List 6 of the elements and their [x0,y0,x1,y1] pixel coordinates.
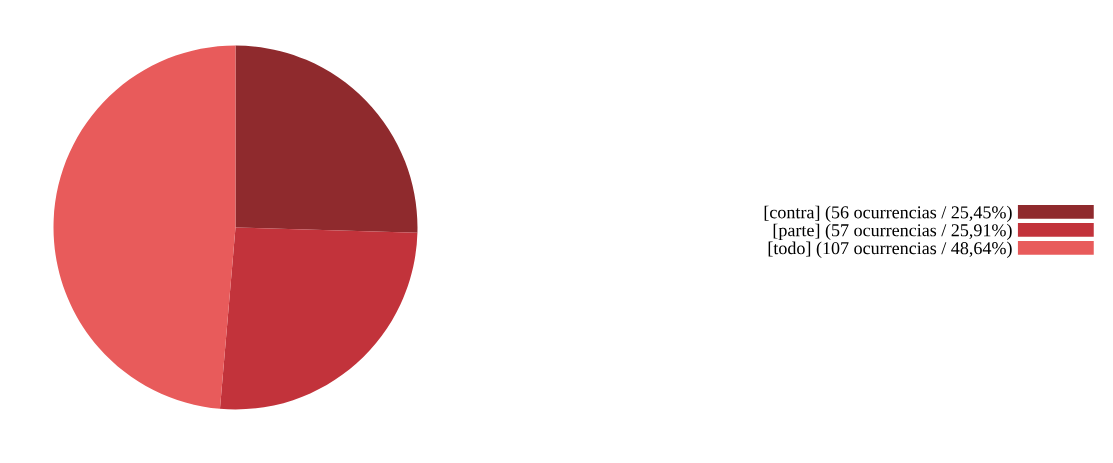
legend-label: [contra] (56 ocurrencias / 25,45%) [764,205,1012,223]
pie-slice [219,227,418,410]
pie-slice [53,45,236,409]
legend-label: [parte] (57 ocurrencias / 25,91%) [773,223,1012,241]
pie-slice [235,45,418,233]
legend-label: [todo] (107 ocurrencias / 48,64%) [768,241,1012,258]
